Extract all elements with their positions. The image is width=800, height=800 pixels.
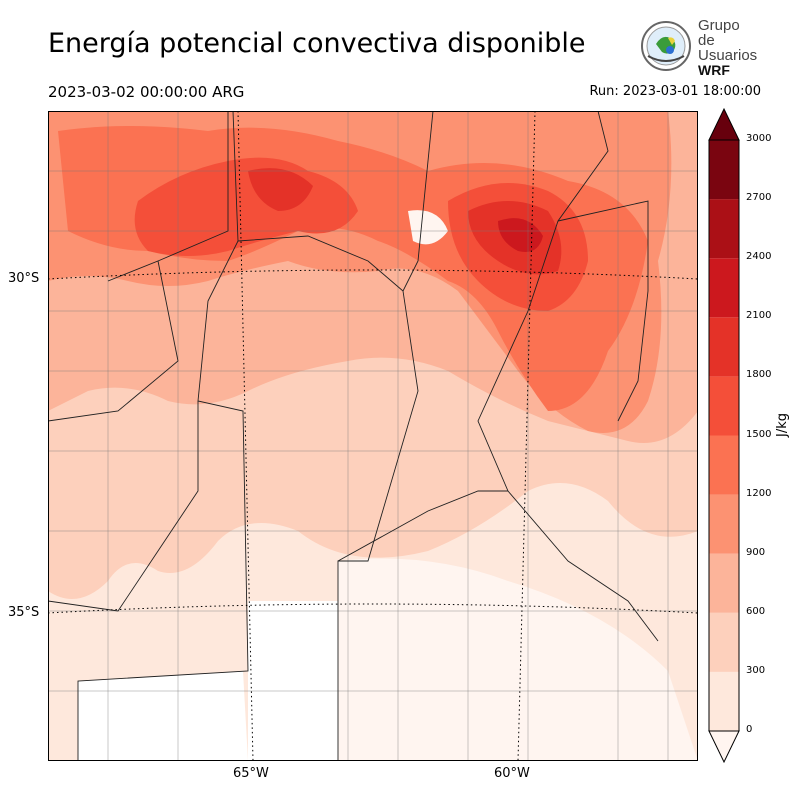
colorbar [708, 108, 740, 763]
wrf-users-group-logo: Grupo de Usuarios WRF [638, 16, 758, 78]
colorbar-unit: J/kg [775, 413, 790, 437]
field-low-south [248, 601, 338, 761]
colorbar-tick-label: 3000 [746, 133, 772, 144]
colorbar-tick-label: 1800 [746, 369, 772, 381]
map-frame [48, 111, 698, 761]
colorbar-tick-label: 2400 [746, 251, 772, 263]
field-1800-west [248, 168, 313, 211]
colorbar-extend-min [708, 730, 740, 763]
colorbar-band [709, 199, 739, 259]
colorbar-tick-label: 0 [746, 724, 753, 735]
colorbar-tick-label: 2100 [746, 310, 772, 322]
logo-text: Grupo de Usuarios WRF [698, 18, 758, 78]
field-low-pocket [408, 210, 448, 245]
colorbar-tick-label: 600 [746, 605, 766, 617]
colorbar-band [709, 317, 739, 377]
colorbar-extend-max [708, 108, 740, 141]
lon-label-60w: 60°W [494, 766, 530, 781]
colorbar-band [709, 258, 739, 318]
colorbar-band [709, 671, 739, 731]
colorbar-tick-label: 1200 [746, 487, 772, 499]
lat-label-35s: 35°S [8, 605, 40, 620]
province-borders [48, 111, 659, 761]
colorbar-tick-label: 900 [746, 546, 766, 558]
logo-line-3: WRF [698, 62, 730, 78]
run-time: Run: 2023-03-01 18:00:00 [589, 84, 761, 99]
map-title: Energía potencial convectiva disponible [48, 28, 586, 59]
field-2100 [498, 218, 543, 252]
lat-label-30s: 30°S [8, 271, 40, 286]
colorbar-band [709, 435, 739, 495]
cape-map [48, 111, 698, 761]
colorbar-tick-label: 1500 [746, 428, 772, 440]
field-low-southeast [338, 558, 698, 761]
logo-line-1: Grupo de [698, 17, 740, 49]
valid-time: 2023-03-02 00:00:00 ARG [48, 83, 245, 101]
lon-label-65w: 65°W [233, 766, 269, 781]
logo-line-2: Usuarios [698, 47, 758, 64]
globe-seal-icon [641, 21, 691, 71]
colorbar-band [709, 376, 739, 436]
colorbar-band [709, 140, 739, 200]
colorbar-tick-label: 2700 [746, 192, 772, 204]
colorbar-band [709, 553, 739, 613]
graticule [48, 111, 698, 761]
district-borders [48, 111, 698, 761]
field-low-southwest [78, 671, 248, 761]
colorbar-tick-label: 300 [746, 664, 766, 676]
colorbar-band [709, 494, 739, 554]
colorbar-band [709, 612, 739, 672]
